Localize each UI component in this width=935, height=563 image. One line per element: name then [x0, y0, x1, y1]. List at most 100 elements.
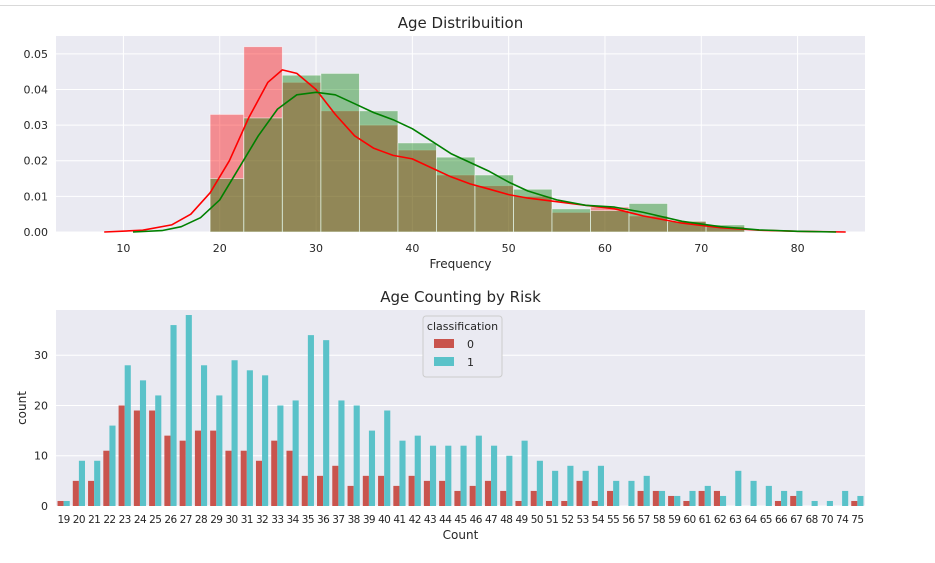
age-distribution-chart: 10 20 30 40 50 60 70 80 0.000.010.020.030.040.0…	[24, 14, 865, 271]
x-tick-label: 37	[332, 514, 344, 526]
count-bar-class-1	[78, 460, 86, 506]
count-bar-class-1	[155, 395, 162, 506]
count-bar-class-1	[277, 405, 284, 506]
y-tick-label: 0.04	[24, 83, 49, 96]
count-bar-class-1	[201, 365, 208, 506]
count-bar-class-1	[826, 500, 833, 506]
x-tick-label: 54	[592, 514, 605, 526]
count-bar-class-1	[628, 480, 635, 506]
count-bar-class-1	[781, 490, 788, 506]
x-tick-label: 80	[791, 242, 805, 255]
y-tick-label: 0.00	[24, 226, 49, 239]
x-tick-label: 65	[760, 514, 772, 526]
count-bar-class-1	[384, 410, 391, 506]
x-tick-label: 55	[607, 514, 619, 526]
legend-swatch-1	[434, 357, 454, 366]
y-tick-label: 10	[34, 450, 48, 463]
count-bar-class-0	[484, 480, 492, 506]
count-bar-class-1	[338, 400, 345, 506]
x-tick-label: 56	[622, 514, 635, 526]
x-tick-labels: 19 20 21 22 23 24 25 26 27 28 29 30 31 32 33 34 35 36 37 38…	[58, 514, 865, 526]
count-bar-class-1	[567, 465, 574, 506]
count-bar-class-0	[378, 475, 385, 506]
x-tick-label: 74	[836, 514, 849, 526]
count-bar-class-1	[307, 335, 314, 506]
histogram-bar-series-1	[551, 208, 591, 233]
count-bar-class-1	[735, 470, 742, 506]
x-tick-label: 27	[180, 514, 192, 526]
histogram-bar-series-1	[243, 117, 283, 233]
count-bar-class-0	[225, 450, 232, 506]
count-bar-class-0	[317, 475, 324, 506]
count-bar-class-1	[613, 480, 620, 506]
histogram-bar-series-1	[436, 156, 476, 233]
x-tick-label: 51	[546, 514, 558, 526]
count-bar-class-1	[750, 480, 757, 506]
count-bar-class-1	[582, 470, 589, 506]
histogram-bar-series-1	[628, 203, 668, 233]
count-bar-class-0	[301, 475, 308, 506]
x-tick-label: 36	[317, 514, 330, 526]
count-bar-class-1	[94, 460, 101, 506]
x-tick-label: 20	[213, 242, 227, 255]
age-counting-chart: 19 20 21 22 23 24 25 26 27 28 29 30 31 32 33 34 35 36 37 38…	[15, 288, 865, 542]
count-bar-class-1	[719, 495, 727, 506]
histogram-bar-series-1	[513, 188, 553, 233]
count-bar-class-1	[445, 445, 452, 506]
count-bar-class-0	[286, 450, 293, 506]
count-bar-class-0	[118, 405, 125, 506]
count-bar-class-0	[393, 485, 400, 506]
x-tick-label: 52	[561, 514, 573, 526]
x-tick-label: 33	[271, 514, 283, 526]
count-bar-class-0	[790, 495, 797, 506]
y-tick-label: 0	[41, 500, 48, 513]
y-axis-label: count	[15, 391, 29, 425]
count-bar-class-1	[811, 500, 818, 506]
x-tick-label: 31	[241, 514, 253, 526]
y-tick-labels: 0 10 20 30	[34, 349, 48, 513]
x-tick-label: 23	[119, 514, 131, 526]
x-tick-label: 42	[409, 514, 421, 526]
count-bar-class-1	[63, 500, 70, 506]
count-bar-class-0	[713, 490, 720, 506]
count-bar-class-1	[353, 405, 360, 506]
count-bar-class-0	[515, 500, 522, 506]
legend: classification 0 1	[422, 315, 503, 378]
count-bars	[57, 315, 864, 506]
histogram-bar-series-1	[358, 110, 399, 233]
x-tick-label: 62	[714, 514, 726, 526]
count-bar-class-0	[362, 475, 369, 506]
count-bar-class-1	[109, 425, 116, 506]
count-bar-class-1	[262, 375, 269, 506]
x-tick-label: 53	[577, 514, 589, 526]
x-tick-label: 47	[485, 514, 497, 526]
count-bar-class-0	[194, 430, 202, 506]
count-bar-class-0	[57, 500, 64, 506]
count-bar-class-1	[536, 460, 543, 506]
histogram-bar-series-0	[513, 195, 553, 233]
count-bar-class-0	[210, 430, 217, 506]
count-bar-class-0	[561, 500, 568, 506]
count-bar-class-1	[689, 490, 696, 506]
x-tick-label: 64	[744, 514, 757, 526]
count-bar-class-0	[500, 490, 507, 506]
x-axis-label: Frequency	[430, 257, 492, 271]
chart-title: Age Counting by Risk	[380, 288, 541, 306]
count-bar-class-0	[851, 500, 858, 506]
y-tick-labels: 0.00 0.01 0.02 0.03 0.04 0.05	[24, 48, 49, 239]
gridlines	[56, 36, 865, 233]
x-tick-label: 68	[805, 514, 817, 526]
count-bar-class-1	[597, 465, 604, 506]
count-bar-class-0	[530, 490, 537, 506]
histogram-bar-series-1	[590, 210, 630, 233]
count-bar-class-0	[408, 475, 415, 506]
x-tick-label: 10	[116, 242, 130, 255]
x-tick-label: 60	[683, 514, 695, 526]
histogram-bar-series-1	[397, 142, 437, 233]
count-bar-class-1	[704, 485, 711, 506]
legend-swatch-0	[434, 339, 454, 348]
count-bar-class-1	[429, 445, 437, 506]
x-tick-label: 41	[393, 514, 405, 526]
